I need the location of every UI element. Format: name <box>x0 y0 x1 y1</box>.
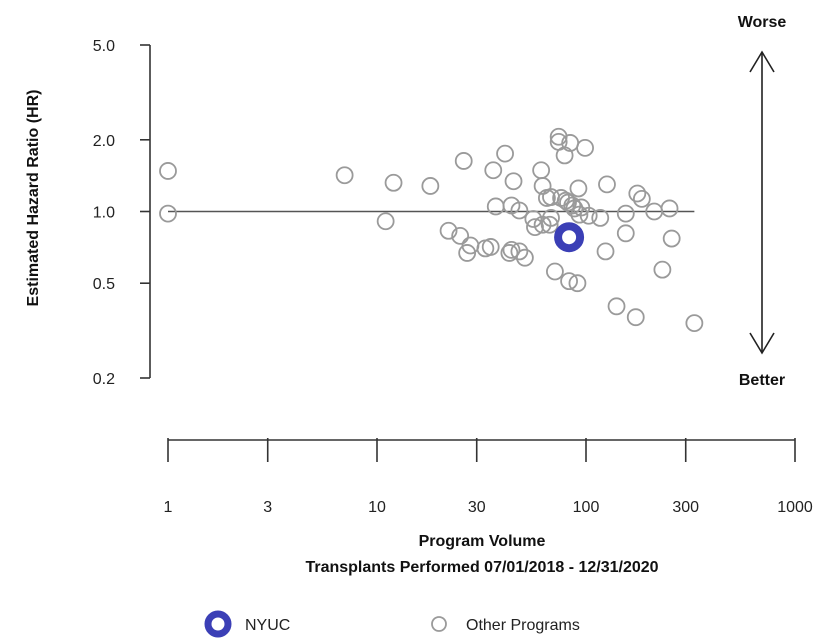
nyuc-point <box>554 222 585 253</box>
y-tick-label: 5.0 <box>93 38 115 55</box>
other-program-point <box>626 308 645 327</box>
data-points <box>159 127 704 333</box>
other-program-point <box>542 209 560 227</box>
other-program-point <box>515 248 534 267</box>
other-program-point <box>421 177 440 195</box>
other-program-point <box>451 226 470 245</box>
other-program-point <box>570 205 589 224</box>
other-program-point <box>628 184 647 203</box>
other-program-point <box>579 206 598 225</box>
x-tick-label: 300 <box>672 499 699 516</box>
arrow-up-icon <box>749 50 775 73</box>
y-tick-label: 2.0 <box>93 133 115 150</box>
other-program-point <box>616 204 635 223</box>
x-tick-label: 3 <box>263 499 272 516</box>
other-program-point <box>616 224 635 243</box>
x-tick-label: 1 <box>164 499 173 516</box>
other-program-point <box>159 204 177 223</box>
other-program-point <box>481 238 500 256</box>
other-program-point <box>568 274 587 293</box>
direction-indicator: Worse Better <box>738 14 787 389</box>
other-program-point <box>662 229 681 248</box>
axes: 0.2 0.5 1.0 2.0 5.0 1 3 10 30 100 300 1000 <box>93 38 813 516</box>
x-axis-title: Program Volume <box>419 533 546 550</box>
legend: NYUC Other Programs <box>204 610 580 638</box>
other-program-point <box>546 262 564 281</box>
legend-nyuc-marker <box>204 610 232 638</box>
other-program-point <box>533 177 552 195</box>
other-program-point <box>565 199 584 218</box>
x-tick-label: 30 <box>468 499 486 516</box>
y-axis-title: Estimated Hazard Ratio (HR) <box>25 90 42 307</box>
x-axis-subtitle: Transplants Performed 07/01/2018 - 12/31… <box>305 559 658 576</box>
legend-other-marker <box>431 616 447 632</box>
other-program-point <box>685 314 704 333</box>
other-program-point <box>159 162 177 180</box>
other-program-point <box>439 221 458 240</box>
y-tick-label: 0.2 <box>93 371 115 388</box>
other-program-point <box>569 179 588 198</box>
other-program-point <box>504 172 523 191</box>
other-program-point <box>560 272 578 291</box>
other-program-point <box>484 161 503 180</box>
better-label: Better <box>739 372 785 389</box>
other-program-point <box>596 242 615 261</box>
other-program-point <box>660 199 679 218</box>
x-tick-label: 10 <box>368 499 386 516</box>
other-program-point <box>598 175 616 194</box>
x-tick-label: 100 <box>573 499 600 516</box>
other-program-point <box>540 215 559 234</box>
other-program-point <box>653 260 672 279</box>
x-ticks: 1 3 10 30 100 300 1000 <box>164 438 813 516</box>
y-tick-label: 0.5 <box>93 276 115 293</box>
y-ticks: 0.2 0.5 1.0 2.0 5.0 <box>93 38 150 388</box>
other-program-point <box>591 209 610 227</box>
other-program-point <box>532 161 551 180</box>
other-program-point <box>335 166 354 185</box>
other-program-point <box>510 242 529 261</box>
other-program-point <box>524 210 543 228</box>
other-program-point <box>526 218 544 237</box>
other-program-point <box>502 240 521 259</box>
arrow-down-icon <box>749 332 775 355</box>
worse-label: Worse <box>738 14 787 31</box>
other-program-point <box>510 201 529 220</box>
other-program-point <box>576 138 594 157</box>
legend-nyuc-label: NYUC <box>245 617 290 634</box>
x-tick-label: 1000 <box>777 499 813 516</box>
other-program-point <box>376 212 395 231</box>
other-program-point <box>496 144 514 163</box>
other-program-point <box>607 297 626 316</box>
y-tick-label: 1.0 <box>93 205 115 222</box>
legend-other-label: Other Programs <box>466 617 580 634</box>
other-program-point <box>632 189 651 208</box>
other-program-point <box>454 152 473 170</box>
other-program-point <box>384 173 403 192</box>
